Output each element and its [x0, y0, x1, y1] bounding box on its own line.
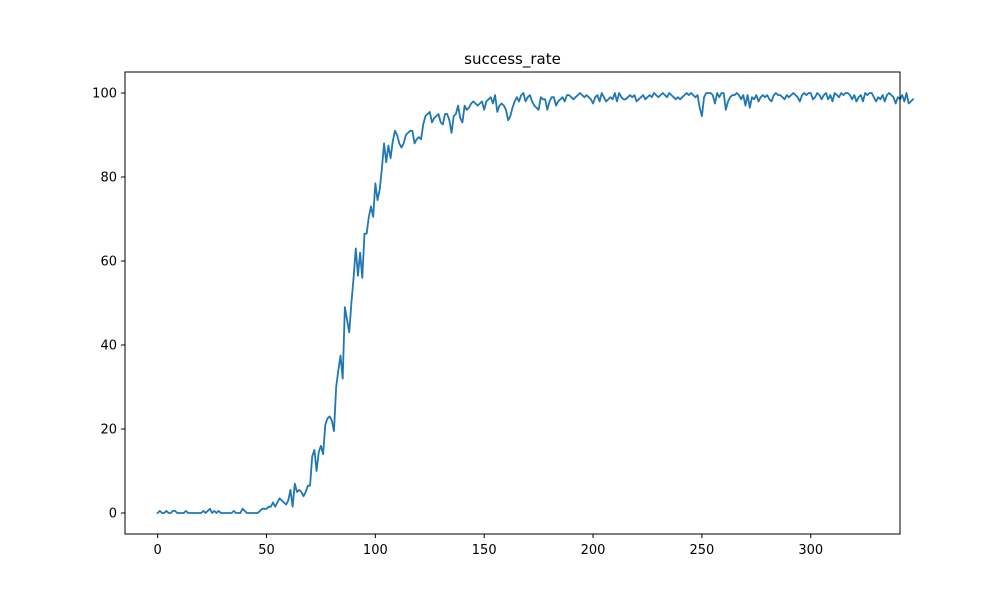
x-tick-label: 200 [581, 543, 606, 558]
y-tick-label: 60 [100, 255, 117, 270]
x-tick-label: 250 [689, 543, 714, 558]
y-tick-label: 40 [100, 339, 117, 354]
x-tick-label: 50 [258, 543, 275, 558]
x-axis: 0 50 100 150 200 250 300 [154, 534, 823, 558]
x-tick-label: 100 [363, 543, 388, 558]
y-tick-label: 100 [92, 87, 117, 102]
chart-title: success_rate [464, 50, 561, 69]
x-tick-label: 150 [472, 543, 497, 558]
y-tick-label: 0 [109, 507, 117, 522]
axes-frame [124, 71, 901, 535]
y-tick-label: 20 [100, 423, 117, 438]
x-tick-label: 300 [798, 543, 823, 558]
y-axis: 0 20 40 60 80 100 [92, 87, 125, 522]
y-tick-label: 80 [100, 171, 117, 186]
x-tick-label: 0 [154, 543, 162, 558]
series-line [156, 92, 915, 515]
plot-area [156, 92, 915, 515]
